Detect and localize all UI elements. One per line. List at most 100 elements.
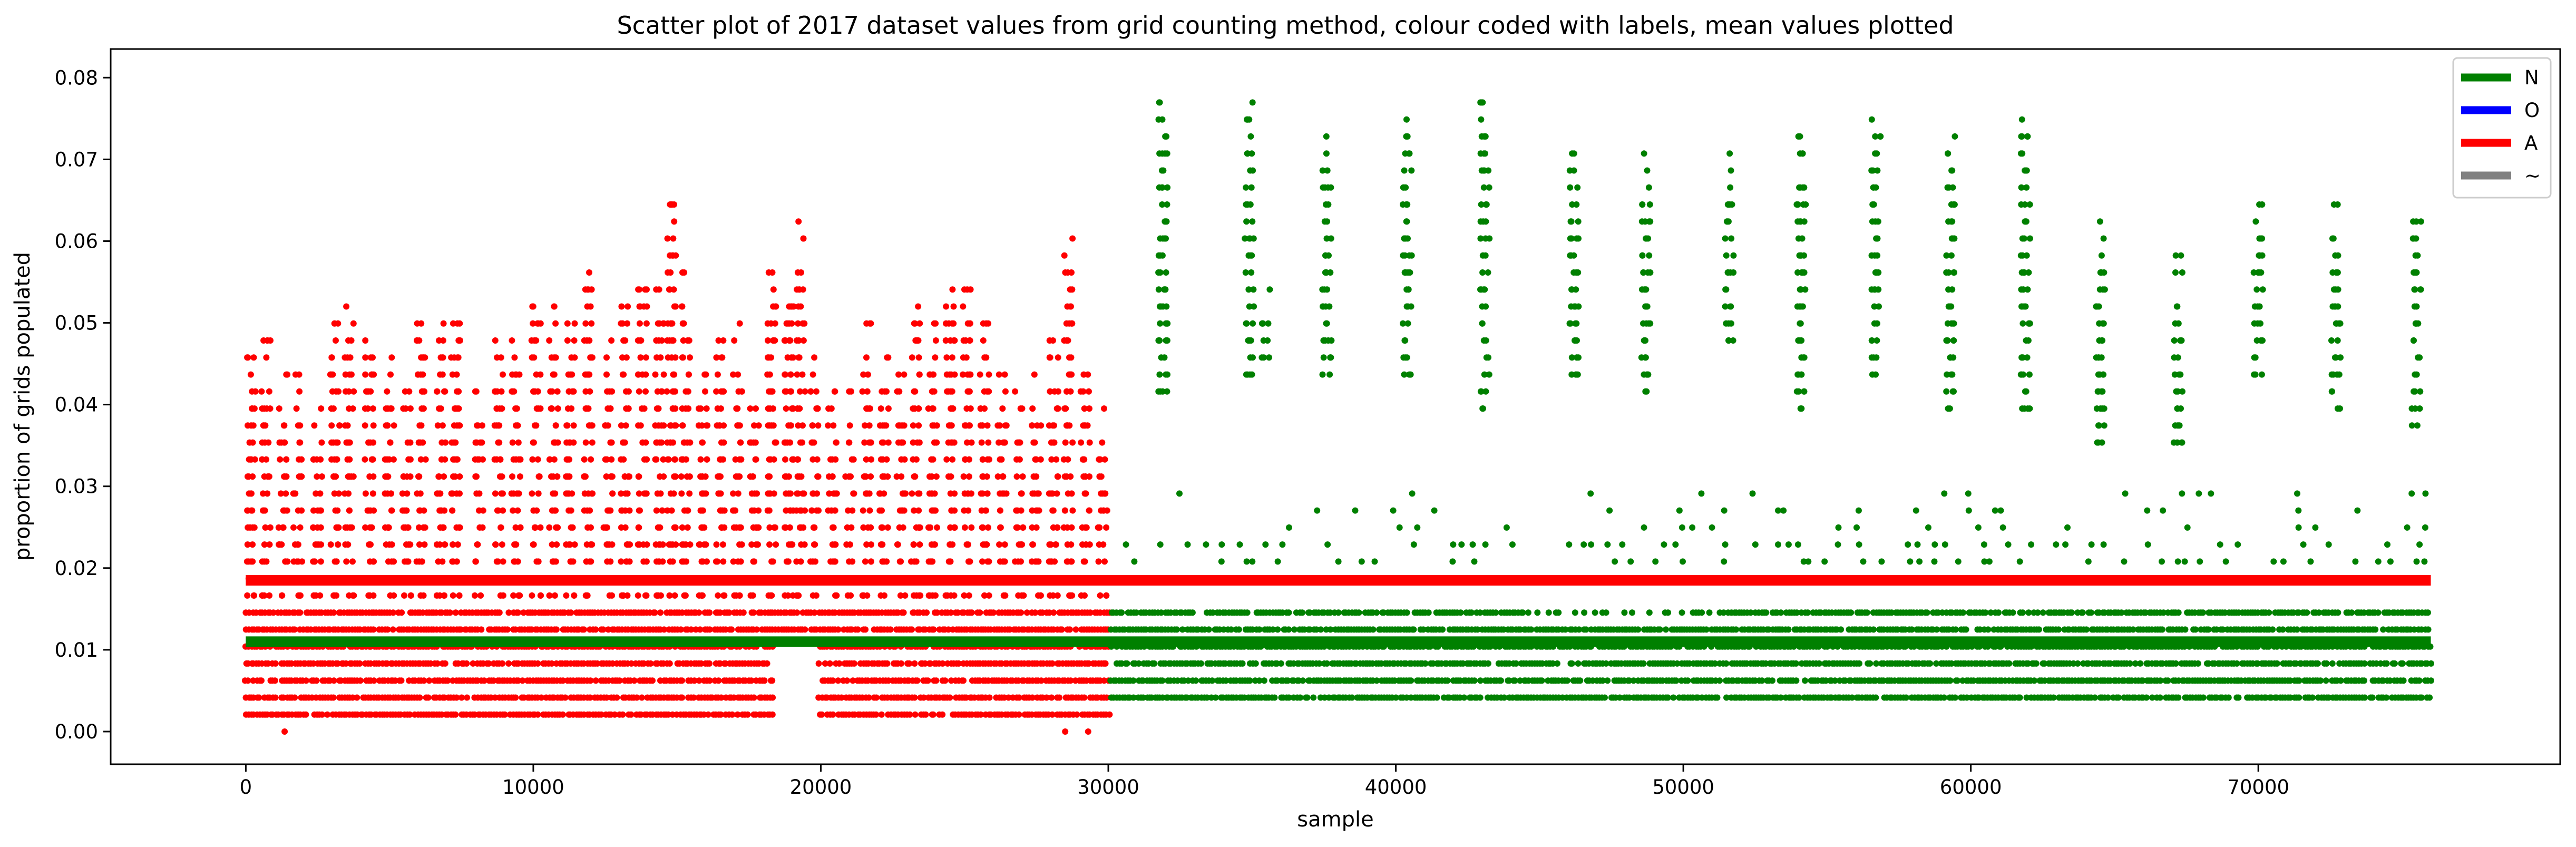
- data-point: [679, 558, 686, 565]
- data-point: [830, 711, 836, 718]
- data-point: [877, 405, 884, 412]
- data-point: [370, 473, 377, 480]
- data-point: [1086, 405, 1092, 412]
- data-point: [895, 371, 902, 378]
- data-point: [753, 456, 759, 463]
- data-point: [793, 507, 800, 514]
- data-point: [753, 405, 759, 412]
- data-point: [370, 439, 377, 446]
- data-point: [248, 490, 255, 497]
- data-point: [947, 694, 953, 701]
- data-point: [582, 371, 589, 378]
- data-point: [637, 422, 644, 429]
- data-point: [1053, 456, 1060, 463]
- data-point: [298, 456, 305, 463]
- data-point: [587, 303, 594, 310]
- data-point: [448, 354, 455, 361]
- data-point: [679, 303, 686, 310]
- data-point: [509, 337, 515, 344]
- data-point: [939, 711, 946, 718]
- data-point: [696, 609, 702, 616]
- data-point: [592, 626, 599, 633]
- data-point: [965, 592, 972, 599]
- data-point: [979, 558, 985, 565]
- data-point: [961, 507, 968, 514]
- data-point: [949, 388, 955, 395]
- data-point: [949, 354, 955, 361]
- data-point: [923, 609, 930, 616]
- data-point: [331, 592, 338, 599]
- data-point: [295, 592, 302, 599]
- data-point: [997, 507, 1003, 514]
- data-point: [770, 337, 777, 344]
- data-point: [581, 626, 587, 633]
- data-point: [457, 626, 464, 633]
- data-point: [943, 303, 950, 310]
- data-point: [1065, 456, 1071, 463]
- data-point: [549, 405, 555, 412]
- data-point: [1604, 677, 1611, 684]
- data-point: [672, 388, 678, 395]
- data-point: [623, 388, 629, 395]
- data-point: [878, 541, 885, 548]
- data-point: [433, 592, 440, 599]
- data-point: [452, 711, 459, 718]
- data-point: [1047, 354, 1053, 361]
- data-point: [697, 473, 704, 480]
- data-point: [349, 694, 356, 701]
- data-point: [1080, 456, 1087, 463]
- data-point: [1872, 694, 1879, 701]
- data-point: [494, 354, 500, 361]
- data-point: [402, 388, 408, 395]
- data-point: [866, 507, 873, 514]
- data-point: [367, 541, 374, 548]
- data-point: [515, 592, 522, 599]
- data-point: [765, 405, 772, 412]
- data-point: [679, 694, 686, 701]
- data-point: [330, 609, 337, 616]
- data-point: [281, 473, 288, 480]
- data-point: [681, 439, 688, 446]
- data-point: [916, 524, 923, 531]
- data-point: [698, 558, 705, 565]
- data-point: [655, 524, 661, 531]
- data-point: [718, 354, 725, 361]
- data-point: [587, 388, 593, 395]
- data-point: [843, 541, 850, 548]
- data-point: [2369, 694, 2376, 701]
- data-point: [534, 660, 541, 667]
- data-point: [947, 371, 953, 378]
- data-point: [249, 558, 256, 565]
- data-point: [965, 473, 972, 480]
- data-point: [831, 558, 838, 565]
- data-point: [667, 439, 674, 446]
- data-point: [1046, 337, 1053, 344]
- data-point: [942, 592, 949, 599]
- data-point: [535, 490, 542, 497]
- data-point: [434, 660, 441, 667]
- data-point: [451, 422, 457, 429]
- data-point: [1081, 558, 1088, 565]
- data-point: [1046, 541, 1053, 548]
- data-point: [336, 422, 343, 429]
- data-point: [948, 422, 954, 429]
- data-point: [794, 286, 801, 293]
- data-point: [807, 558, 814, 565]
- data-point: [553, 541, 560, 548]
- data-point: [416, 694, 423, 701]
- data-point: [898, 456, 905, 463]
- data-point: [600, 524, 607, 531]
- data-point: [1017, 405, 1024, 412]
- data-point: [565, 388, 572, 395]
- data-point: [1049, 422, 1056, 429]
- data-point: [335, 541, 341, 548]
- data-point: [283, 456, 289, 463]
- data-point: [1086, 388, 1092, 395]
- data-point: [910, 456, 916, 463]
- data-point: [529, 456, 536, 463]
- data-point: [530, 439, 537, 446]
- data-point: [633, 694, 640, 701]
- data-point: [500, 558, 506, 565]
- data-point: [701, 541, 708, 548]
- data-point: [452, 439, 459, 446]
